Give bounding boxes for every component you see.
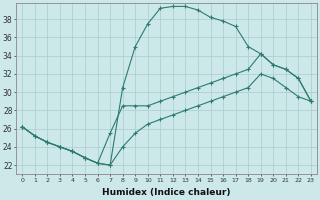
X-axis label: Humidex (Indice chaleur): Humidex (Indice chaleur) xyxy=(102,188,231,197)
